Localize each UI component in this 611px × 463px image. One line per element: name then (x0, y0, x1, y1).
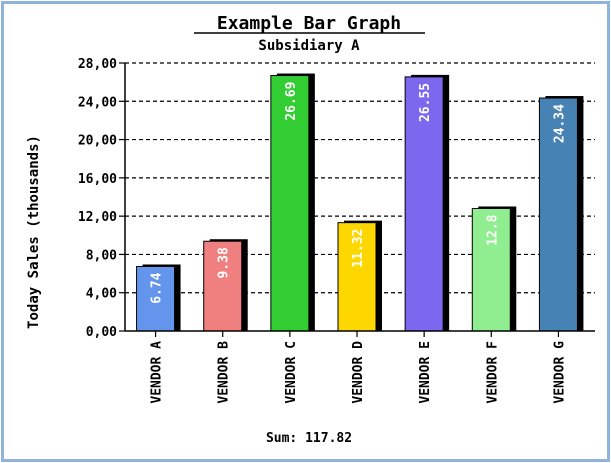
x-tick-label: VENDOR E (418, 341, 433, 404)
y-tick-label: 0,00 (86, 325, 117, 340)
y-tick-label: 28,00 (78, 57, 117, 72)
y-tick-label: 8,00 (86, 248, 117, 263)
y-tick-label: 4,00 (86, 287, 117, 302)
y-tick-label: 16,00 (78, 172, 117, 187)
chart-subtitle: Subsidiary A (258, 38, 360, 54)
y-tick-label: 12,00 (78, 210, 117, 225)
bar-value-label: 26.69 (284, 82, 299, 121)
x-tick-label: VENDOR A (150, 341, 165, 404)
bar-value-label: 26.55 (418, 83, 433, 122)
bar (538, 97, 578, 332)
bar (136, 265, 176, 332)
x-tick-label: VENDOR D (351, 341, 366, 404)
bars: 6.74 9.38 26.69 11.32 26.55 12.8 24.34 (136, 73, 584, 332)
x-tick-label: VENDOR G (552, 341, 567, 404)
bar-value-label: 24.34 (552, 104, 567, 143)
x-tick-label: VENDOR B (217, 341, 232, 404)
y-tick-label: 24,00 (78, 95, 117, 110)
bar-value-label: 12.8 (485, 214, 500, 245)
bar (337, 222, 377, 332)
bar-value-label: 11.32 (351, 229, 366, 268)
bar-value-label: 6.74 (150, 272, 165, 303)
x-axis-ticks: VENDOR A VENDOR B VENDOR C VENDOR D VENDOR E… (150, 331, 567, 404)
bar (270, 75, 310, 332)
sum-label: Sum: 117.82 (266, 431, 352, 446)
chart-title: Example Bar Graph (217, 13, 401, 34)
y-axis-ticks: 0,00 4,00 8,00 12,00 16,00 20,00 24,00 28,00 (78, 57, 125, 340)
y-tick-label: 20,00 (78, 134, 117, 149)
bar (471, 207, 511, 332)
y-axis-label: Today Sales (thousands) (26, 135, 42, 329)
bar (404, 76, 444, 332)
bar (203, 240, 243, 332)
bar-value-label: 9.38 (217, 247, 232, 278)
x-tick-label: VENDOR F (485, 341, 500, 404)
x-tick-label: VENDOR C (284, 341, 299, 404)
